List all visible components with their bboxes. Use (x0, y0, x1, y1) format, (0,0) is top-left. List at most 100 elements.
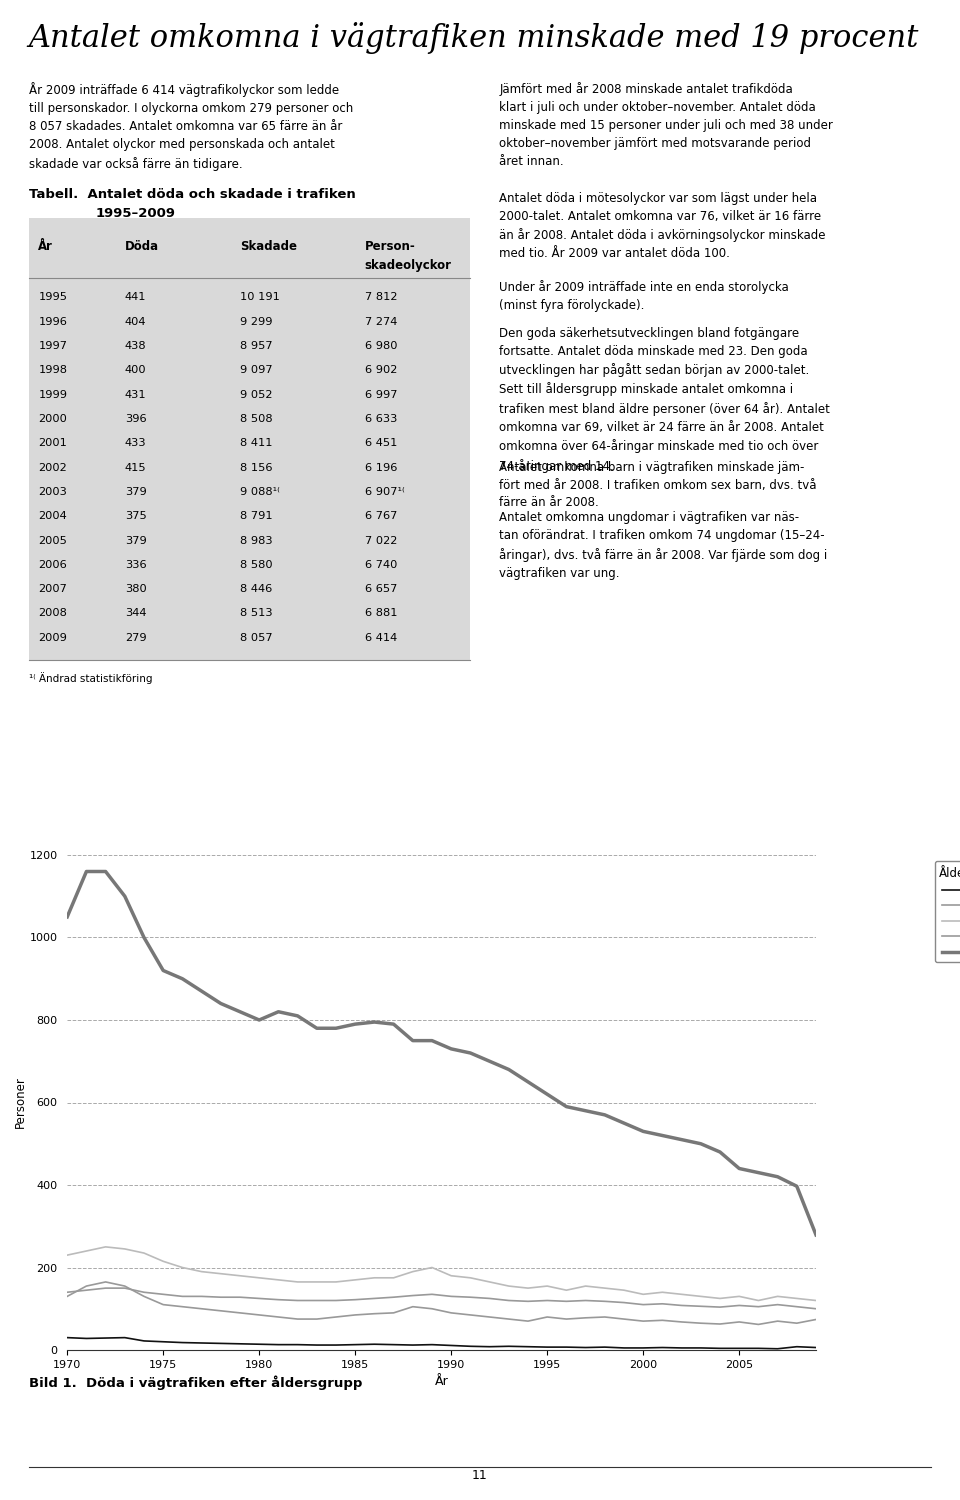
Text: 344: 344 (125, 609, 146, 618)
25 - 64 (292, 1274, 303, 1292)
25 - 64 (177, 1258, 188, 1276)
Text: 8 411: 8 411 (240, 438, 273, 448)
Totalt (407, 1032, 419, 1050)
65 - (599, 1293, 611, 1311)
15 - 24 (234, 1304, 246, 1322)
Text: 2004: 2004 (38, 512, 67, 520)
65 - (234, 1288, 246, 1306)
Text: 1996: 1996 (38, 316, 67, 327)
0 - 14 (599, 1338, 611, 1356)
65 - (445, 1287, 457, 1305)
15 - 24 (753, 1316, 764, 1334)
Text: 8 156: 8 156 (240, 462, 273, 472)
15 - 24 (810, 1311, 822, 1329)
Totalt (618, 1114, 630, 1132)
Line: 0 - 14: 0 - 14 (67, 1338, 816, 1348)
25 - 64 (541, 1276, 553, 1294)
Text: Bild 1.  Döda i vägtrafiken efter åldersgrupp: Bild 1. Döda i vägtrafiken efter åldersg… (29, 1376, 362, 1390)
65 - (388, 1288, 399, 1306)
25 - 64 (157, 1252, 169, 1270)
0 - 14 (695, 1340, 707, 1358)
15 - 24 (522, 1312, 534, 1330)
Text: 2000: 2000 (38, 414, 67, 424)
0 - 14 (330, 1336, 342, 1354)
15 - 24 (618, 1310, 630, 1328)
65 - (369, 1290, 380, 1308)
15 - 24 (119, 1276, 131, 1294)
Totalt (657, 1126, 668, 1144)
Text: 9 299: 9 299 (240, 316, 273, 327)
Totalt (580, 1101, 591, 1119)
Totalt (599, 1106, 611, 1124)
65 - (311, 1292, 323, 1310)
15 - 24 (253, 1306, 265, 1324)
65 - (637, 1296, 649, 1314)
Totalt (541, 1084, 553, 1102)
15 - 24 (215, 1302, 227, 1320)
25 - 64 (196, 1263, 207, 1281)
Text: 2005: 2005 (38, 536, 67, 546)
25 - 64 (119, 1240, 131, 1258)
15 - 24 (100, 1274, 111, 1292)
Text: Skadade: Skadade (240, 240, 297, 254)
15 - 24 (369, 1305, 380, 1323)
Text: Jämfört med år 2008 minskade antalet trafikdöda
klart i juli och under oktober–n: Jämfört med år 2008 minskade antalet tra… (499, 82, 833, 168)
Text: 8 580: 8 580 (240, 560, 273, 570)
25 - 64 (599, 1280, 611, 1298)
0 - 14 (61, 1329, 73, 1347)
65 - (119, 1280, 131, 1298)
Text: ¹⁽ Ändrad statistikföring: ¹⁽ Ändrad statistikföring (29, 672, 153, 684)
Text: Antalet omkomna i vägtrafiken minskade med 19 procent: Antalet omkomna i vägtrafiken minskade m… (29, 22, 919, 54)
0 - 14 (676, 1340, 687, 1358)
25 - 64 (753, 1292, 764, 1310)
65 - (407, 1287, 419, 1305)
Text: Antalet döda i mötesolyckor var som lägst under hela
2000-talet. Antalet omkomna: Antalet döda i mötesolyckor var som lägs… (499, 192, 826, 261)
65 - (484, 1290, 495, 1308)
65 - (292, 1292, 303, 1310)
Text: 8 446: 8 446 (240, 584, 273, 594)
Text: 1995: 1995 (38, 292, 67, 303)
25 - 64 (733, 1287, 745, 1305)
Totalt (157, 962, 169, 980)
15 - 24 (484, 1308, 495, 1326)
15 - 24 (657, 1311, 668, 1329)
0 - 14 (234, 1335, 246, 1353)
Text: Den goda säkerhetsutvecklingen bland fotgängare
fortsatte. Antalet döda minskade: Den goda säkerhetsutvecklingen bland fot… (499, 327, 809, 378)
0 - 14 (772, 1340, 783, 1358)
Line: 65 -: 65 - (67, 1288, 816, 1308)
Text: 8 057: 8 057 (240, 633, 273, 642)
Text: 6 414: 6 414 (365, 633, 397, 642)
Text: Tabell.  Antalet döda och skadade i trafiken: Tabell. Antalet döda och skadade i trafi… (29, 188, 355, 201)
0 - 14 (369, 1335, 380, 1353)
Line: Totalt: Totalt (67, 871, 816, 1234)
25 - 64 (772, 1287, 783, 1305)
25 - 64 (791, 1290, 803, 1308)
25 - 64 (522, 1280, 534, 1298)
Totalt (330, 1020, 342, 1038)
25 - 64 (484, 1274, 495, 1292)
15 - 24 (61, 1287, 73, 1305)
Text: 441: 441 (125, 292, 146, 303)
Totalt (695, 1134, 707, 1152)
15 - 24 (772, 1312, 783, 1330)
65 - (753, 1298, 764, 1316)
25 - 64 (330, 1274, 342, 1292)
Text: 2001: 2001 (38, 438, 67, 448)
Text: 431: 431 (125, 390, 147, 399)
25 - 64 (695, 1287, 707, 1305)
Totalt (733, 1160, 745, 1178)
0 - 14 (791, 1338, 803, 1356)
15 - 24 (138, 1287, 150, 1305)
Totalt (81, 862, 92, 880)
25 - 64 (714, 1290, 726, 1308)
25 - 64 (445, 1266, 457, 1284)
Totalt (119, 886, 131, 904)
65 - (676, 1296, 687, 1314)
65 - (541, 1292, 553, 1310)
Totalt (637, 1122, 649, 1140)
Text: 6 902: 6 902 (365, 366, 397, 375)
0 - 14 (407, 1336, 419, 1354)
Text: 9 052: 9 052 (240, 390, 273, 399)
Totalt (522, 1072, 534, 1090)
0 - 14 (522, 1338, 534, 1356)
